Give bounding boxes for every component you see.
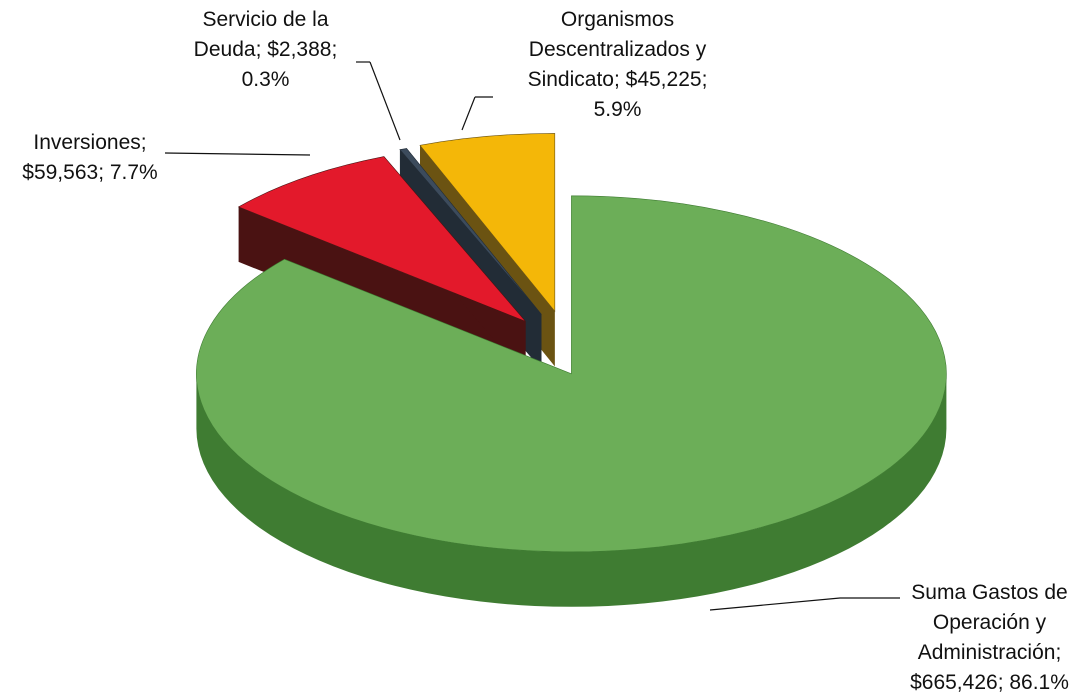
label-separator: ; xyxy=(255,38,268,61)
leader-line xyxy=(709,597,841,611)
label-value: $45,225 xyxy=(625,68,702,91)
data-label: Suma Gastos de Operación y Administració… xyxy=(892,578,1087,694)
label-category: Servicio de la Deuda xyxy=(193,8,329,61)
leader-line xyxy=(164,152,311,156)
label-percent: 86.1% xyxy=(1009,671,1069,694)
label-separator: ; xyxy=(140,131,147,154)
data-label: Inversiones; $59,563; 7.7% xyxy=(15,128,165,188)
slice xyxy=(399,148,542,315)
slice xyxy=(419,133,556,313)
label-value: $59,563 xyxy=(22,161,99,184)
slice xyxy=(196,195,947,553)
label-percent: 0.3% xyxy=(241,68,290,91)
slice xyxy=(237,156,526,322)
data-label: Servicio de la Deuda; $2,388; 0.3% xyxy=(183,5,348,95)
label-value: $665,426 xyxy=(910,671,998,694)
label-percent: 5.9% xyxy=(593,98,642,121)
label-separator: ; xyxy=(613,68,626,91)
label-category: Organismos Descentralizados y Sindicato xyxy=(527,8,707,91)
label-percent: 7.7% xyxy=(109,161,158,184)
label-value: $2,388 xyxy=(267,38,332,61)
label-category: Inversiones xyxy=(33,131,141,154)
data-label: Organismos Descentralizados y Sindicato;… xyxy=(505,5,730,125)
leader-line xyxy=(369,61,401,141)
label-separator: ; xyxy=(1055,641,1062,664)
slice-side xyxy=(196,373,947,607)
label-separator: ; xyxy=(98,161,110,184)
slices xyxy=(196,133,947,607)
label-separator: ; xyxy=(701,68,708,91)
label-category: Suma Gastos de Operación y Administració… xyxy=(911,581,1068,664)
label-separator: ; xyxy=(997,671,1010,694)
label-separator: ; xyxy=(331,38,338,61)
leader-line xyxy=(461,96,476,131)
